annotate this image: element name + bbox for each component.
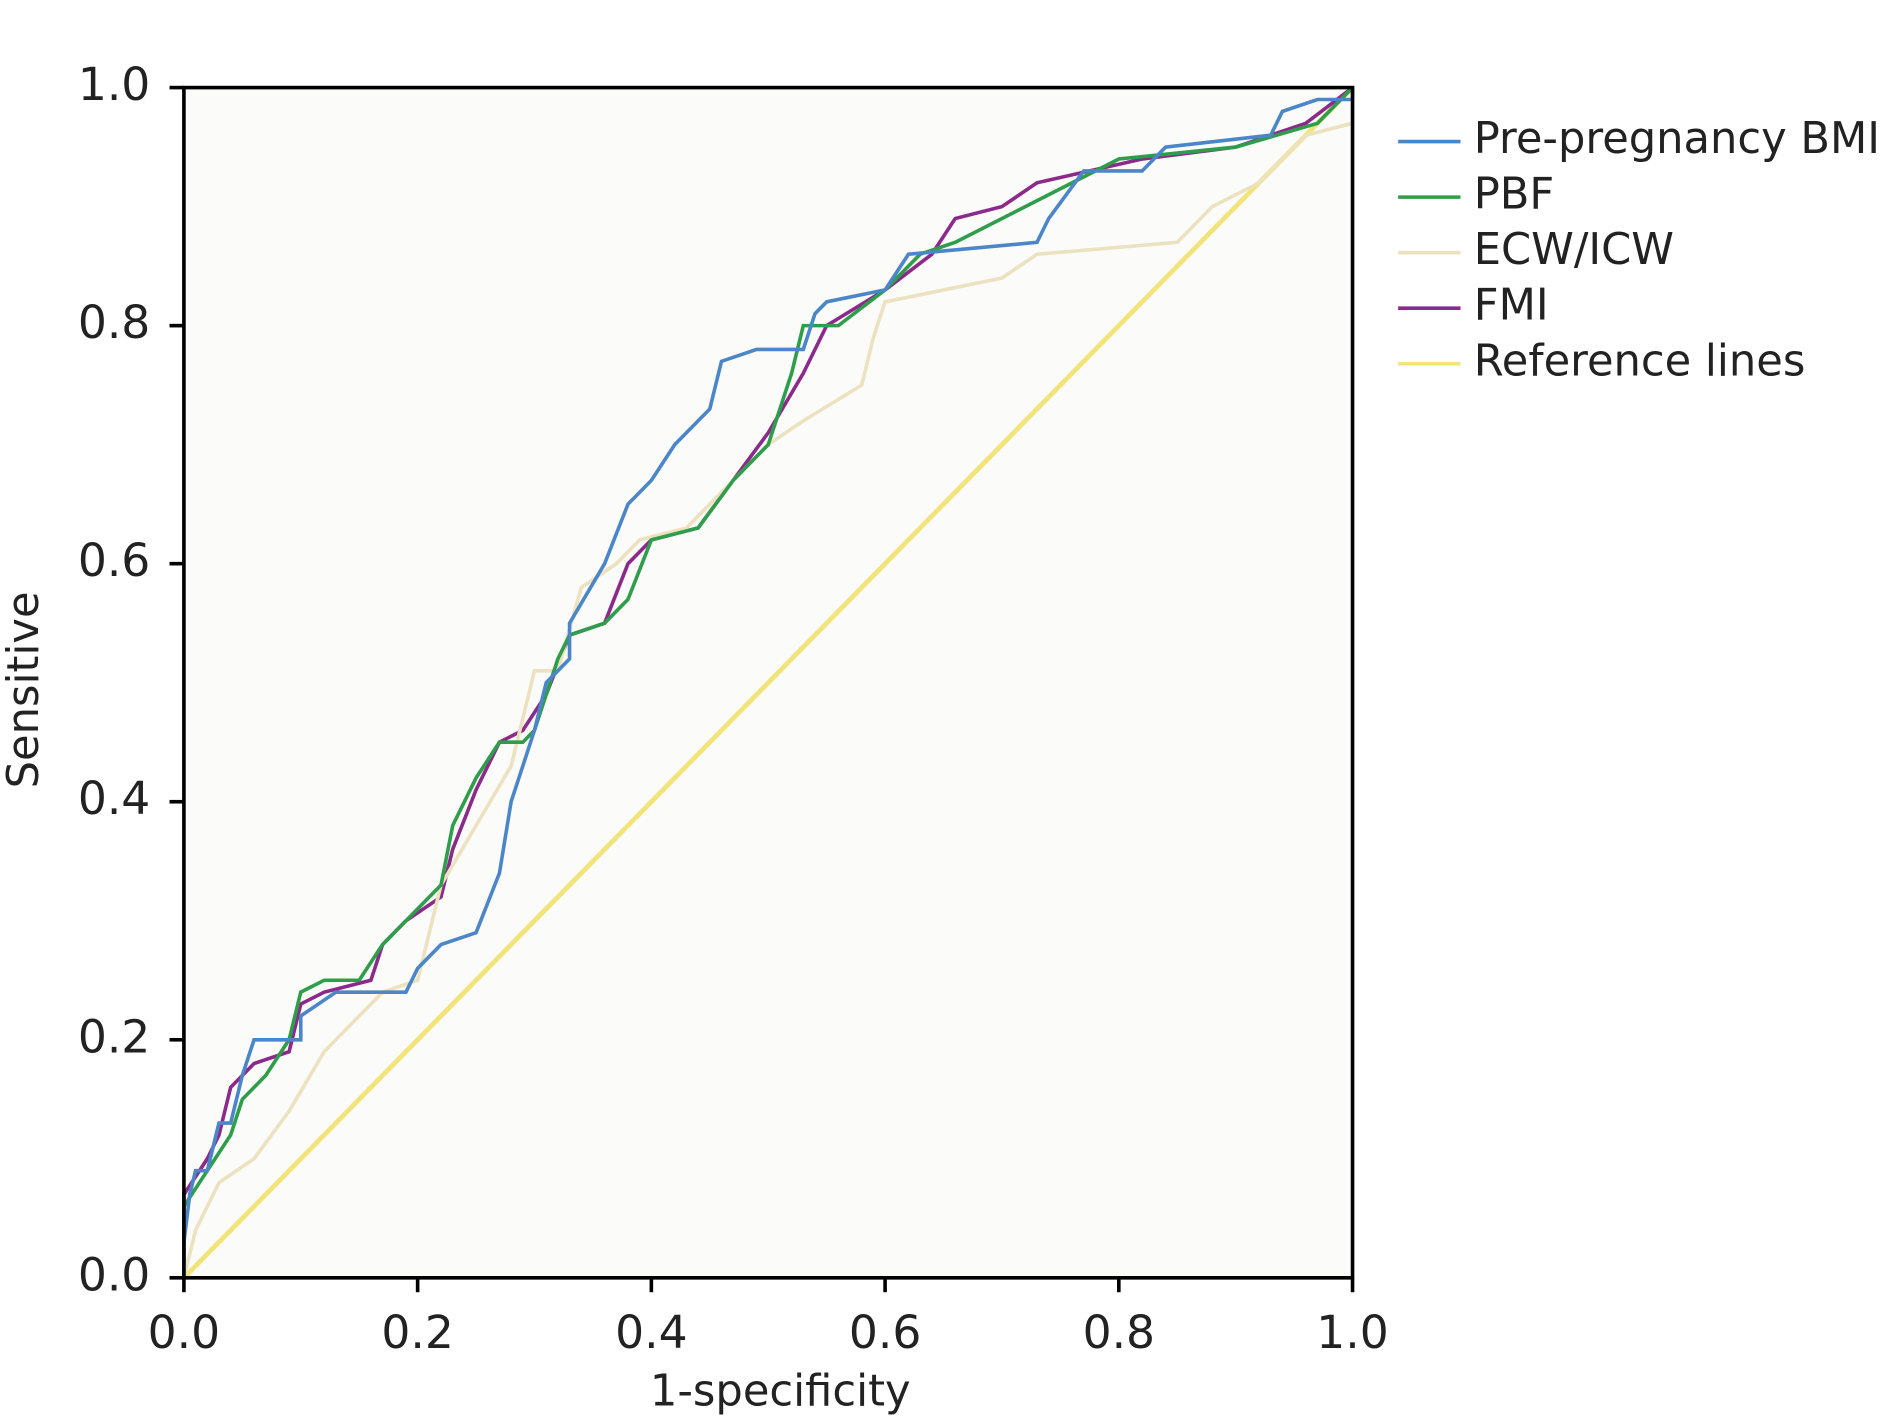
legend-label: ECW/ICW: [1474, 225, 1674, 275]
x-tick-label: 1.0: [1316, 1306, 1388, 1359]
legend-label: Reference lines: [1474, 336, 1806, 386]
plot-frame: [182, 85, 1355, 1280]
x-tick-label: 0.0: [148, 1306, 220, 1359]
x-tick-label: 0.4: [615, 1306, 687, 1359]
x-tick-label: 0.8: [1083, 1306, 1155, 1359]
y-axis-label: Sensitive: [0, 591, 49, 788]
roc-line: [182, 87, 1355, 1279]
roc-line: [182, 87, 1355, 1278]
y-tick-label: 0.0: [78, 1248, 150, 1301]
y-tick-label: 0.4: [78, 772, 150, 825]
y-tick-label: 1.0: [78, 58, 150, 111]
legend-label: FMI: [1474, 281, 1549, 331]
x-tick-label: 0.6: [849, 1306, 921, 1359]
y-tick-label: 0.2: [78, 1010, 150, 1063]
x-tick-label: 0.2: [381, 1306, 453, 1359]
y-tick-label: 0.6: [78, 534, 150, 587]
y-tick-label: 0.8: [78, 296, 150, 349]
legend-label: Pre-pregnancy BMI: [1474, 114, 1880, 164]
legend-label: PBF: [1474, 170, 1555, 220]
x-axis-label: 1-specificity: [650, 1367, 911, 1417]
roc-line: [182, 85, 1355, 1280]
